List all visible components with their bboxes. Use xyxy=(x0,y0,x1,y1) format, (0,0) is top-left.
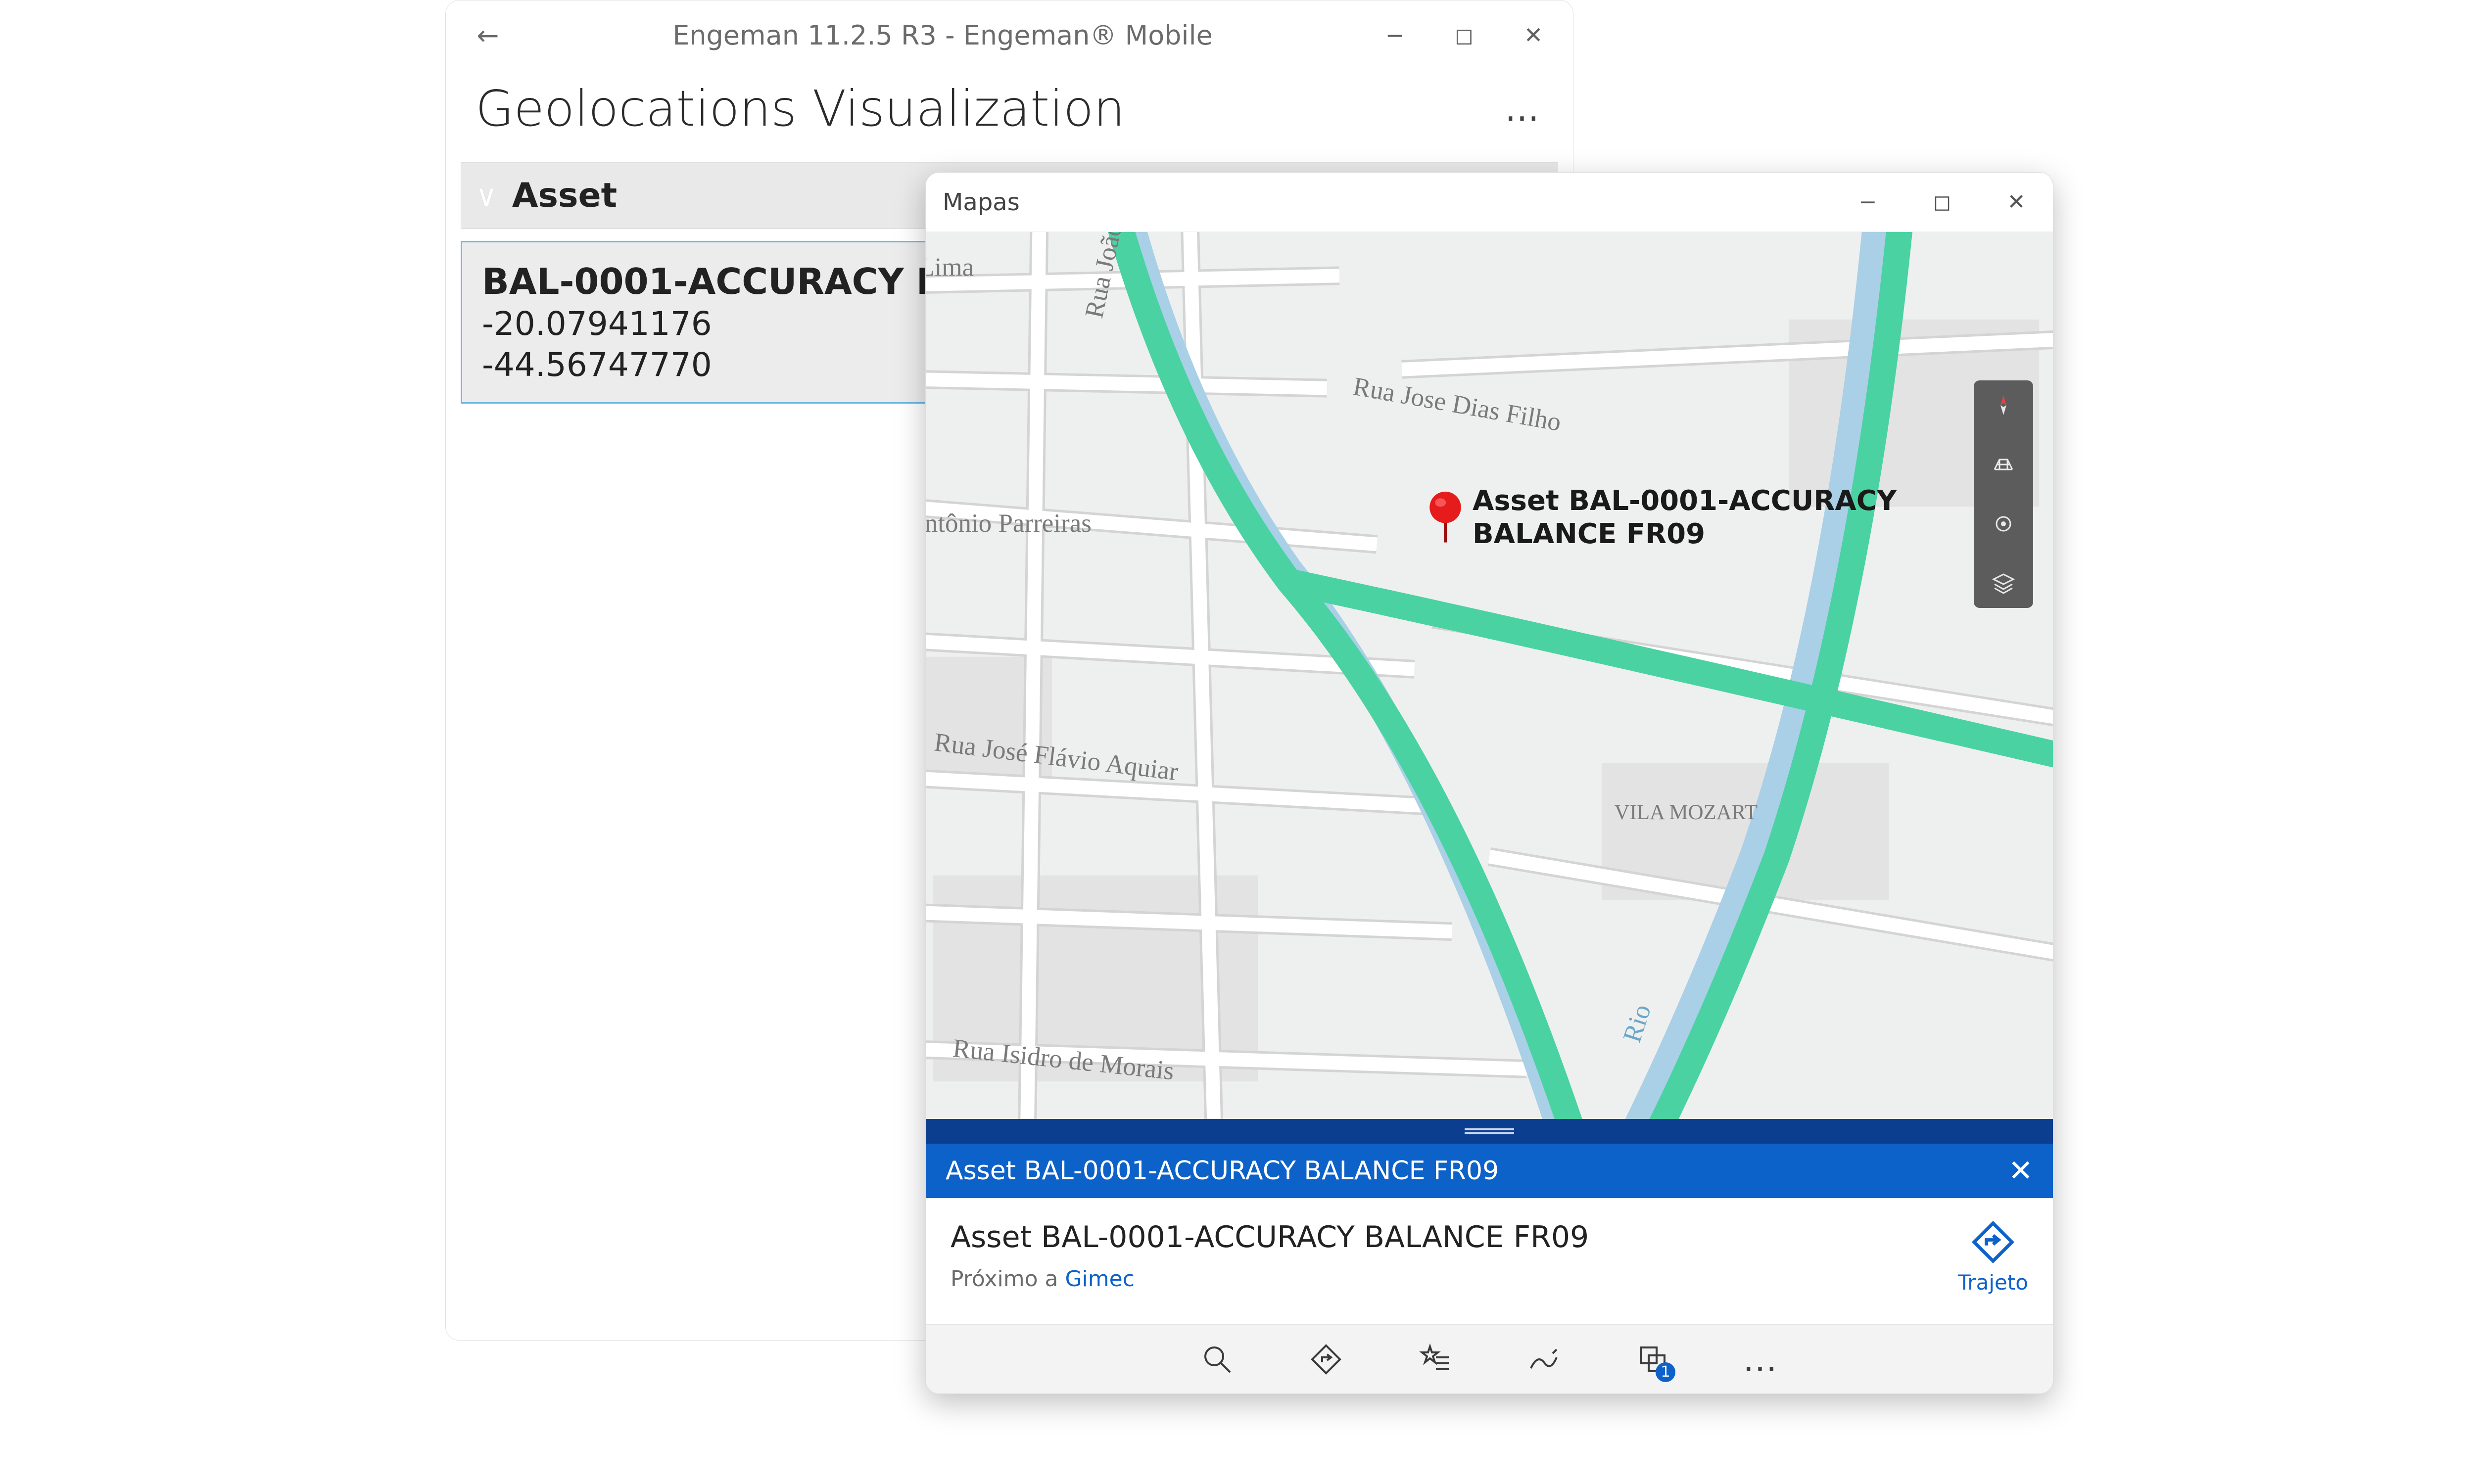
favorites-icon[interactable] xyxy=(1415,1340,1455,1379)
route-button[interactable]: Trajeto xyxy=(1958,1220,2028,1295)
map-pin-label: Asset BAL-0001-ACCURACY BALANCE FR09 xyxy=(1473,484,1897,551)
maximize-button[interactable]: ◻ xyxy=(1922,189,1962,215)
titlebar: ← Engeman 11.2.5 R3 - Engeman® Mobile − … xyxy=(446,0,1573,70)
close-button[interactable]: ✕ xyxy=(1514,22,1553,48)
panel-drag-handle[interactable] xyxy=(926,1119,2053,1144)
back-icon[interactable]: ← xyxy=(466,20,510,51)
maps-window-title: Mapas xyxy=(943,188,1848,216)
street-label: Rua Antônio Parreiras xyxy=(926,509,1092,538)
route-button-label: Trajeto xyxy=(1958,1270,2028,1295)
search-icon[interactable] xyxy=(1197,1340,1237,1379)
directions-icon[interactable] xyxy=(1306,1340,1346,1379)
more-icon[interactable]: … xyxy=(1505,89,1543,129)
collections-icon[interactable]: 1 xyxy=(1633,1340,1672,1379)
bottom-toolbar: 1 … xyxy=(926,1324,2053,1393)
chevron-down-icon: ∨ xyxy=(476,179,497,213)
detail-subtitle: Próximo a Gimec xyxy=(951,1266,1589,1292)
badge-count: 1 xyxy=(1656,1362,1675,1382)
close-icon[interactable]: ✕ xyxy=(2008,1154,2033,1188)
grip-icon xyxy=(1465,1128,1514,1134)
asset-section-label: Asset xyxy=(512,176,617,215)
detail-header-text: Asset BAL-0001-ACCURACY BALANCE FR09 xyxy=(946,1156,1499,1186)
detail-title: Asset BAL-0001-ACCURACY BALANCE FR09 xyxy=(951,1220,1589,1254)
window-controls: − ◻ ✕ xyxy=(1375,22,1553,48)
detail-header: Asset BAL-0001-ACCURACY BALANCE FR09 ✕ xyxy=(926,1144,2053,1198)
minimize-button[interactable]: − xyxy=(1375,22,1415,48)
window-title: Engeman 11.2.5 R3 - Engeman® Mobile xyxy=(510,20,1375,51)
near-place-link[interactable]: Gimec xyxy=(1065,1266,1134,1292)
layers-icon[interactable] xyxy=(1984,568,2023,598)
compass-icon[interactable] xyxy=(1984,390,2023,420)
street-label: Rua Ana Lima xyxy=(926,253,974,281)
map-canvas[interactable]: Rua Ana Lima Rua Jose Dias Filho Rua Ant… xyxy=(926,232,2053,1119)
map-pin[interactable] xyxy=(1426,489,1465,544)
area-label: VILA MOZART xyxy=(1615,801,1758,824)
basemap-svg: Rua Ana Lima Rua Jose Dias Filho Rua Ant… xyxy=(926,232,2053,1119)
heading-row: Geolocations Visualization … xyxy=(446,70,1573,152)
close-button[interactable]: ✕ xyxy=(1997,189,2036,215)
map-toolbar xyxy=(1974,380,2033,608)
tilt-icon[interactable] xyxy=(1984,450,2023,479)
maps-window: Mapas − ◻ ✕ xyxy=(925,172,2053,1394)
ink-icon[interactable] xyxy=(1524,1340,1564,1379)
maps-window-controls: − ◻ ✕ xyxy=(1848,189,2036,215)
detail-panel: Asset BAL-0001-ACCURACY BALANCE FR09 Pró… xyxy=(926,1198,2053,1324)
more-icon[interactable]: … xyxy=(1742,1340,1781,1379)
maximize-button[interactable]: ◻ xyxy=(1444,22,1484,48)
minimize-button[interactable]: − xyxy=(1848,189,1888,215)
maps-titlebar: Mapas − ◻ ✕ xyxy=(926,173,2053,232)
page-title: Geolocations Visualization xyxy=(476,80,1125,138)
locate-icon[interactable] xyxy=(1984,509,2023,539)
